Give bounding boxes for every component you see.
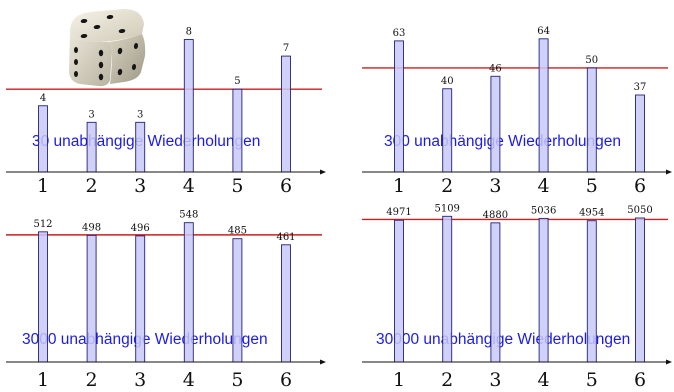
- bar-3: [490, 222, 501, 363]
- value-label-1: 512: [33, 219, 52, 230]
- bar-4: [538, 217, 549, 363]
- tick-label-2: 2: [86, 369, 98, 391]
- tick-label-4: 4: [538, 369, 550, 391]
- value-label-2: 40: [441, 76, 454, 87]
- value-label-1: 63: [393, 28, 406, 39]
- repetitions-text: unabhängige Wiederholungen: [419, 331, 630, 348]
- dice-icon: [64, 8, 146, 88]
- chart-panel-3: 3000 unabhängige Wiederholungen512149824…: [6, 210, 326, 391]
- value-label-5: 5: [234, 76, 240, 87]
- value-label-4: 5036: [531, 205, 556, 216]
- repetitions-text: unabhängige Wiederholungen: [49, 133, 260, 150]
- value-label-3: 496: [131, 223, 150, 234]
- tick-label-2: 2: [441, 369, 453, 391]
- value-label-2: 498: [82, 222, 101, 233]
- tick-label-6: 6: [280, 369, 292, 391]
- bar-2: [86, 121, 97, 173]
- tick-label-3: 3: [489, 369, 501, 391]
- repetitions-caption: 30 unabhängige Wiederholungen: [32, 133, 260, 150]
- tick-label-2: 2: [86, 175, 98, 197]
- value-label-4: 548: [179, 210, 198, 221]
- tick-label-2: 2: [441, 175, 453, 197]
- value-label-6: 461: [276, 232, 295, 243]
- chart-panel-2: 300 unabhängige Wiederholungen6314024636…: [362, 26, 672, 197]
- tick-label-1: 1: [393, 369, 405, 391]
- tick-label-3: 3: [489, 175, 501, 197]
- chart-panel-4: 30000 unabhängige Wiederholungen49711510…: [362, 203, 672, 391]
- x-axis-arrow: [320, 359, 326, 365]
- value-label-2: 3: [88, 109, 94, 120]
- value-label-6: 5050: [627, 205, 652, 216]
- tick-label-5: 5: [586, 175, 598, 197]
- tick-label-3: 3: [134, 175, 146, 197]
- bar-5: [586, 220, 597, 363]
- bar-3: [490, 75, 501, 173]
- bar-6: [635, 217, 645, 363]
- tick-label-5: 5: [586, 369, 598, 391]
- tick-label-5: 5: [231, 369, 243, 391]
- bar-6: [281, 244, 291, 363]
- bar-4: [183, 39, 194, 173]
- bar-1: [394, 40, 404, 173]
- value-label-3: 3: [137, 109, 143, 120]
- bar-4: [538, 38, 549, 173]
- bar-1: [394, 219, 404, 363]
- bar-4: [183, 222, 194, 363]
- x-axis-arrow: [666, 359, 672, 365]
- tick-label-1: 1: [37, 175, 49, 197]
- bar-5: [232, 238, 243, 363]
- value-label-4: 8: [186, 27, 192, 38]
- bar-5: [586, 67, 597, 173]
- tick-label-6: 6: [634, 175, 646, 197]
- tick-label-1: 1: [393, 175, 405, 197]
- bar-2: [86, 234, 97, 363]
- value-label-5: 50: [585, 55, 598, 66]
- repetitions-caption: 300 unabhängige Wiederholungen: [384, 133, 621, 150]
- x-axis-arrow: [320, 169, 326, 175]
- value-label-6: 37: [634, 82, 647, 93]
- bar-5: [232, 88, 243, 173]
- bar-1: [38, 231, 48, 363]
- value-label-3: 46: [489, 63, 502, 74]
- tick-label-6: 6: [634, 369, 646, 391]
- value-label-3: 4880: [483, 210, 508, 221]
- bar-6: [281, 55, 291, 173]
- tick-label-5: 5: [231, 175, 243, 197]
- tick-label-3: 3: [134, 369, 146, 391]
- value-label-1: 4971: [386, 207, 411, 218]
- value-label-5: 4954: [579, 208, 604, 219]
- tick-label-1: 1: [37, 369, 49, 391]
- tick-label-6: 6: [280, 175, 292, 197]
- value-label-4: 64: [537, 26, 550, 37]
- chart-panel-1: 30 unabhängige Wiederholungen 4 1 3 2 3 3 8 4 5 5 7…: [6, 27, 326, 197]
- bar-2: [442, 215, 453, 363]
- repetitions-text: unabhängige Wiederholungen: [56, 331, 267, 348]
- value-label-5: 485: [228, 226, 247, 237]
- value-label-6: 7: [283, 43, 289, 54]
- tick-label-4: 4: [183, 369, 195, 391]
- bar-3: [135, 121, 146, 173]
- bar-1: [38, 105, 48, 173]
- bar-2: [442, 88, 453, 173]
- tick-label-4: 4: [538, 175, 550, 197]
- tick-label-4: 4: [183, 175, 195, 197]
- value-label-2: 5109: [434, 203, 459, 214]
- repetitions-text: unabhängige Wiederholungen: [410, 133, 621, 150]
- bar-3: [135, 235, 146, 363]
- x-axis-arrow: [666, 169, 672, 175]
- bar-6: [635, 94, 645, 173]
- value-label-1: 4: [40, 93, 46, 104]
